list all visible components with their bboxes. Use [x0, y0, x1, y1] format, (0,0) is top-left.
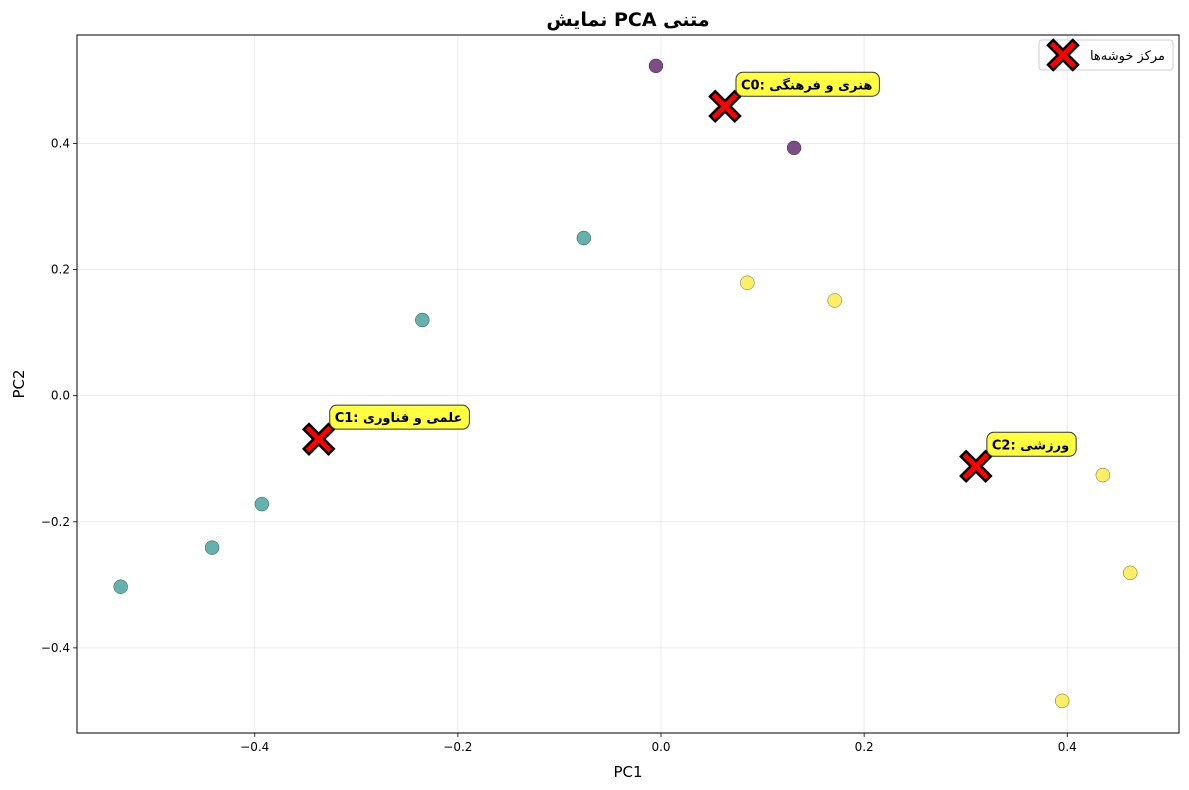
cluster-1-point: [204, 540, 220, 555]
y-tick-label: 0.0: [51, 389, 70, 403]
centroid-annotation-box: [735, 71, 880, 97]
centroid-annotation-label: C1: علمی و فناوری: [335, 411, 463, 426]
centroid-annotation-label: C0: هنری و فرهنگی: [741, 77, 872, 93]
cluster-1-point: [415, 312, 430, 328]
x-tick-label: −0.2: [443, 740, 472, 754]
cluster-0-point: [786, 140, 802, 156]
legend-label: مرکز خوشه‌ها: [1090, 49, 1165, 64]
centroid-markers: [301, 89, 993, 484]
legend: مرکز خوشه‌ها: [1038, 38, 1174, 72]
x-tick-label: 0.0: [651, 740, 670, 754]
legend-marker-icon: [1046, 38, 1080, 72]
centroid-marker: [708, 89, 742, 124]
y-tick-label: −0.2: [41, 515, 70, 529]
centroid-marker: [959, 449, 993, 484]
centroid-annotation-label: C2: ورزشی: [992, 438, 1069, 453]
x-axis-ticks: −0.4 −0.2 0.0 0.2 0.4: [240, 733, 1077, 754]
cluster-1-point: [113, 579, 128, 594]
cluster-1-point: [576, 230, 592, 246]
x-tick-label: −0.4: [240, 740, 269, 754]
cluster-1-point: [254, 496, 270, 512]
y-tick-label: 0.4: [51, 136, 70, 150]
cluster-2-point: [1095, 467, 1111, 483]
cluster-2-point: [827, 293, 842, 308]
cluster-2-point: [1122, 565, 1138, 581]
y-tick-label: 0.2: [51, 263, 70, 277]
y-axis-label: PC2: [10, 369, 28, 398]
centroid-marker: [301, 422, 336, 456]
y-tick-label: −0.4: [41, 641, 70, 655]
cluster-2-point: [1054, 693, 1070, 709]
x-tick-label: 0.4: [1058, 740, 1077, 754]
legend-centroid-icon: [1046, 38, 1080, 72]
x-tick-label: 0.2: [855, 740, 874, 754]
chart-title: نمایش PCA متنی: [546, 9, 709, 31]
cluster-2-point: [740, 275, 755, 291]
centroid-annotation-box: [329, 404, 470, 430]
data-points: [113, 58, 1138, 709]
plot-frame: [76, 34, 1180, 734]
centroid-annotations: C0: هنری و فرهنگی C1: علمی و فناوری C2: ور…: [329, 71, 1077, 457]
grid-lines: [77, 35, 1179, 733]
centroid-annotation-box: [986, 431, 1077, 457]
cluster-0-point: [648, 58, 664, 74]
y-axis-ticks: −0.4 −0.2 0.0 0.2 0.4: [41, 136, 77, 655]
x-axis-label: PC1: [613, 763, 642, 781]
